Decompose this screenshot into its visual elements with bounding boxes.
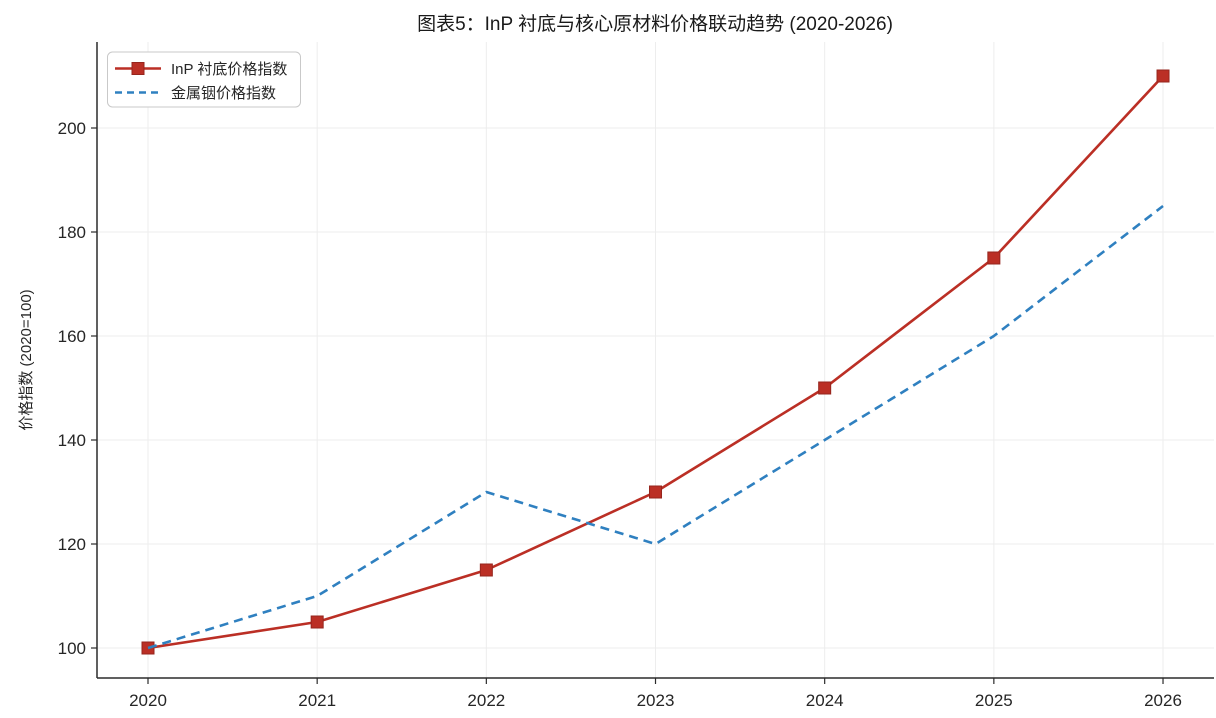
legend-label: 金属铟价格指数 <box>171 85 276 102</box>
x-tick-label: 2024 <box>806 691 844 710</box>
data-point-marker <box>987 251 1001 265</box>
chart-title: 图表5：InP 衬底与核心原材料价格联动趋势 (2020-2026) <box>417 13 893 35</box>
data-point-marker <box>1156 69 1170 83</box>
gridlines <box>97 42 1214 678</box>
y-tick-label: 200 <box>58 119 86 138</box>
axes: 100 120 140 160 180 200 2020 2021 2022 2023 2024 20… <box>58 42 1214 710</box>
x-tick-label: 2021 <box>298 691 336 710</box>
legend-label: InP 衬底价格指数 <box>171 61 287 78</box>
x-tick-label: 2020 <box>129 691 167 710</box>
data-point-marker <box>479 563 493 577</box>
data-point-marker <box>818 381 832 395</box>
y-axis-label: 价格指数 (2020=100) <box>18 289 35 430</box>
y-tick-label: 180 <box>58 223 86 242</box>
x-tick-label: 2023 <box>637 691 675 710</box>
y-tick-label: 140 <box>58 431 86 450</box>
legend-sample-marker <box>131 62 145 75</box>
y-tick-label: 100 <box>58 639 86 658</box>
x-tick-label: 2025 <box>975 691 1013 710</box>
series-line-1 <box>147 204 1164 650</box>
x-tick-label: 2026 <box>1144 691 1182 710</box>
data-point-marker <box>310 615 324 629</box>
y-tick-label: 160 <box>58 327 86 346</box>
y-tick-label: 120 <box>58 535 86 554</box>
data-series <box>141 69 1170 655</box>
x-tick-label: 2022 <box>467 691 505 710</box>
data-point-marker <box>649 485 663 499</box>
